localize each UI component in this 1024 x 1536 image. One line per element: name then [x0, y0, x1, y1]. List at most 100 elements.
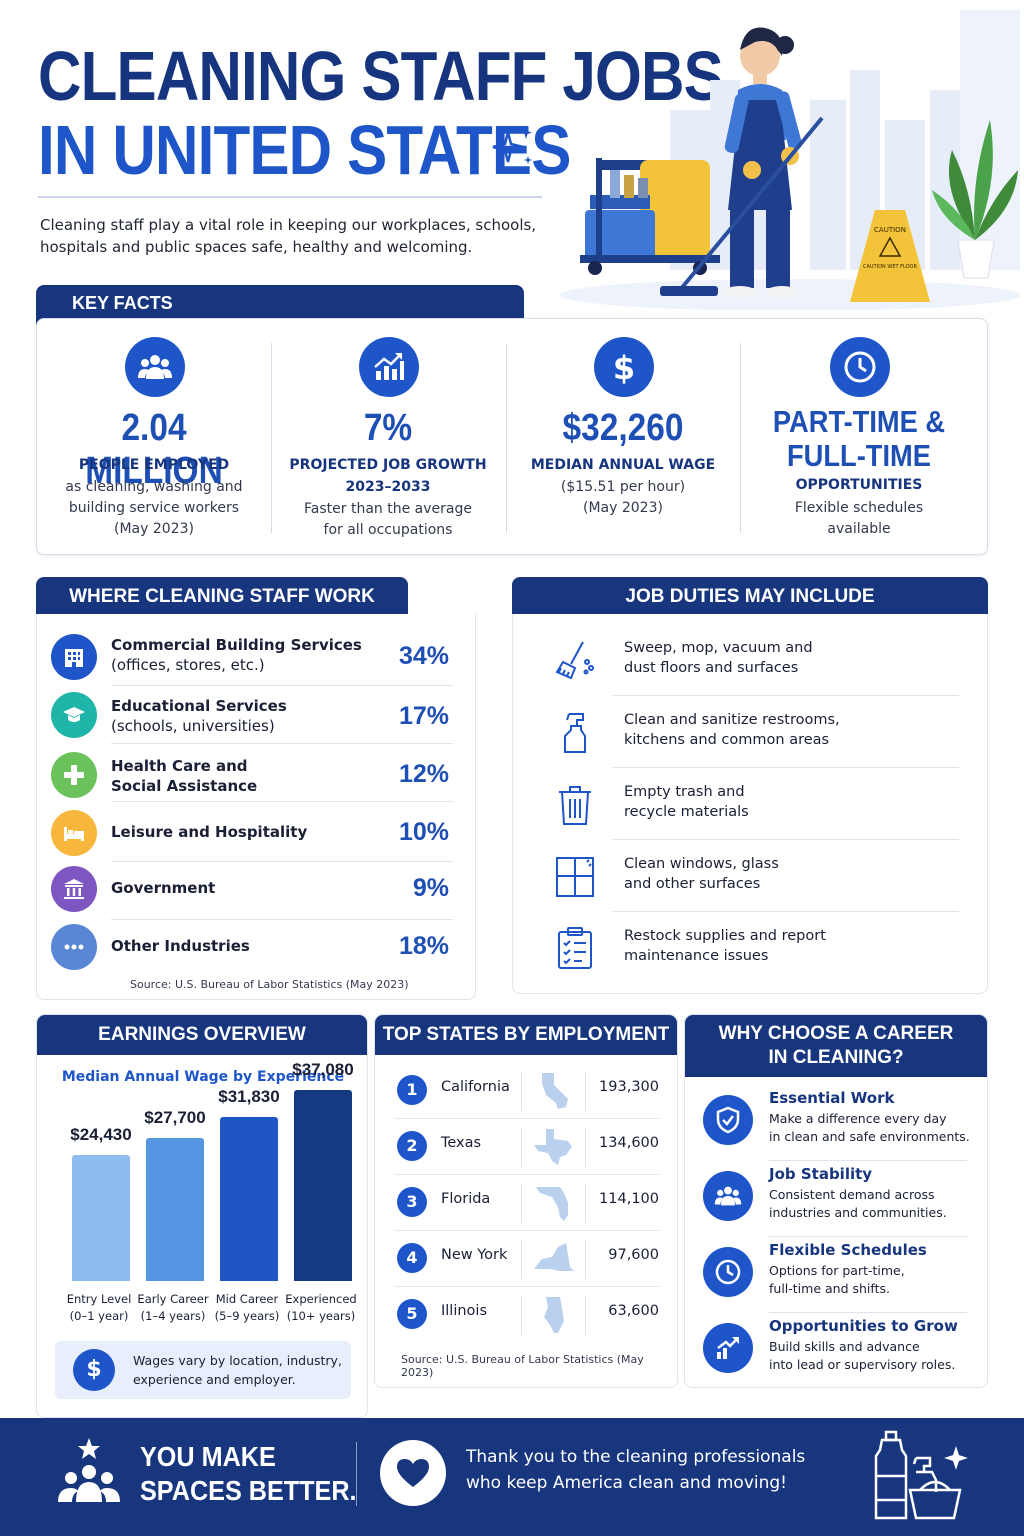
- footer-slogan-line-2: SPACES BETTER.: [140, 1475, 357, 1506]
- state-name: California: [441, 1079, 510, 1095]
- footer-thanks-line-2: who keep America clean and moving!: [466, 1473, 787, 1493]
- why-heading-line-1: WHY CHOOSE A CAREER: [718, 1023, 954, 1044]
- industry-percent: 12%: [398, 760, 449, 788]
- fact-divider: [740, 343, 741, 533]
- duty-item: Empty trash and recycle materials: [513, 768, 989, 840]
- top-states-panel: TOP STATES BY EMPLOYMENT 1 California 19…: [374, 1014, 678, 1388]
- duty-text: Sweep, mop, vacuum and: [624, 640, 813, 656]
- intro-text: Cleaning staff play a vital role in keep…: [40, 216, 537, 256]
- cleaner-illustration: CAUTION CAUTION WET FLOOR: [560, 10, 1020, 310]
- industry-name: Commercial Building Services: [111, 636, 362, 654]
- fact-detail: building service workers: [68, 500, 240, 516]
- why-text: Make a difference every day: [769, 1111, 947, 1126]
- sparkle-icon: [492, 126, 532, 164]
- wage-bar-value: $37,080: [292, 1060, 354, 1079]
- industry-name-cont: Social Assistance: [111, 777, 258, 795]
- fact-median-wage: $ $32,260 MEDIAN ANNUAL WAGE ($15.51 per…: [506, 319, 740, 556]
- state-employment: 193,300: [599, 1079, 659, 1095]
- texas-map-icon: [534, 1129, 572, 1165]
- fact-label: PROJECTED JOB GROWTH: [289, 457, 487, 473]
- fact-label: PEOPLE EMPLOYED: [78, 457, 230, 473]
- illinois-map-icon: [544, 1297, 564, 1333]
- industry-percent: 17%: [398, 702, 449, 730]
- fact-part-full-time: PART-TIME & FULL-TIME OPPORTUNITIES Flex…: [742, 319, 976, 556]
- duty-text: Empty trash and: [624, 784, 745, 800]
- earnings-panel: EARNINGS OVERVIEW Median Annual Wage by …: [36, 1014, 368, 1418]
- fact-value: 2.04 MILLION: [85, 407, 223, 492]
- state-name: New York: [441, 1247, 508, 1263]
- fact-value: PART-TIME &: [772, 404, 946, 439]
- duty-item: Clean and sanitize restrooms, kitchens an…: [513, 696, 989, 768]
- why-title: Flexible Schedules: [769, 1241, 927, 1259]
- wage-bar: [294, 1090, 352, 1281]
- bed-icon: [51, 810, 97, 856]
- footer-banner: YOU MAKE SPACES BETTER. Thank you to the…: [0, 1418, 1024, 1536]
- fact-detail: Faster than the average: [304, 501, 472, 517]
- footer-thanks-line-1: Thank you to the cleaning professionals: [466, 1447, 806, 1467]
- state-employment: 63,600: [608, 1303, 659, 1319]
- duty-text: kitchens and common areas: [624, 732, 830, 748]
- state-row: 2 Texas 134,600: [375, 1119, 679, 1175]
- wage-bar: [220, 1117, 278, 1281]
- why-title: Job Stability: [769, 1165, 873, 1183]
- industry-percent: 18%: [398, 932, 449, 960]
- fact-value: $32,260: [562, 407, 684, 449]
- fact-divider: [506, 343, 507, 533]
- why-item: Essential Work Make a difference every d…: [685, 1085, 989, 1161]
- duty-text: dust floors and surfaces: [624, 660, 799, 676]
- fact-detail: (May 2023): [583, 500, 663, 516]
- state-rank: 2: [397, 1131, 427, 1161]
- fact-detail: as cleaning, washing and: [65, 479, 243, 495]
- why-heading-line-2: IN CLEANING?: [768, 1047, 904, 1068]
- state-employment: 97,600: [608, 1247, 659, 1263]
- industry-row: Educational Services (schools, universiti…: [37, 686, 477, 744]
- duties-heading: JOB DUTIES MAY INCLUDE: [512, 577, 988, 617]
- svg-text:$: $: [613, 349, 635, 385]
- state-name: Illinois: [441, 1303, 488, 1319]
- duty-text: recycle materials: [624, 804, 749, 820]
- wage-bar-category: Entry Level (0–1 year): [66, 1292, 132, 1323]
- duty-item: Clean windows, glass and other surfaces: [513, 840, 989, 912]
- fact-detail: Flexible schedules: [794, 500, 924, 516]
- wage-bar: [146, 1138, 204, 1281]
- clipboard-icon: [558, 927, 592, 969]
- team-star-icon: [58, 1438, 120, 1502]
- why-item: Job Stability Consistent demand across in…: [685, 1161, 989, 1237]
- industry-name: Leisure and Hospitality: [111, 823, 308, 841]
- industry-row: Commercial Building Services (offices, st…: [37, 628, 477, 686]
- why-item: Flexible Schedules Options for part-time…: [685, 1237, 989, 1313]
- where-work-panel: Commercial Building Services (offices, st…: [36, 614, 476, 1000]
- industry-row: Government 9%: [37, 862, 477, 920]
- fact-detail: (May 2023): [114, 521, 194, 537]
- trash-can-icon: [559, 786, 591, 825]
- dollar-icon: $: [73, 1349, 115, 1391]
- fact-detail: for all occupations: [323, 522, 453, 538]
- cleaning-cart: [580, 158, 720, 275]
- duty-text: maintenance issues: [624, 948, 769, 964]
- wage-note: $ Wages vary by location, industry, expe…: [55, 1341, 351, 1399]
- wage-bar-value: $27,700: [144, 1108, 206, 1127]
- duty-text: and other surfaces: [624, 876, 761, 892]
- wage-note-text: Wages vary by location, industry, experi…: [133, 1353, 342, 1387]
- wage-bar-value: $31,830: [218, 1087, 280, 1106]
- people-icon: [125, 337, 185, 397]
- fact-divider: [271, 343, 272, 533]
- state-row: 1 California 193,300: [375, 1063, 679, 1119]
- why-text: Build skills and advance: [769, 1339, 920, 1354]
- title-divider: [38, 196, 542, 198]
- duties-panel: Sweep, mop, vacuum and dust floors and su…: [512, 614, 988, 994]
- clock-icon: [830, 337, 890, 397]
- florida-map-icon: [536, 1187, 568, 1221]
- duty-text: Clean windows, glass: [624, 856, 779, 872]
- graduation-cap-icon: [51, 692, 97, 738]
- duty-text: Restock supplies and report: [624, 928, 826, 944]
- footer-divider: [356, 1442, 357, 1506]
- fact-job-growth: 7% PROJECTED JOB GROWTH 2023–2033 Faster…: [271, 319, 505, 556]
- why-text: industries and communities.: [769, 1205, 947, 1220]
- heart-icon: [380, 1440, 446, 1506]
- state-name: Texas: [441, 1135, 482, 1151]
- fact-value: 7%: [363, 407, 413, 449]
- government-building-icon: [51, 866, 97, 912]
- duty-text: Clean and sanitize restrooms,: [624, 712, 840, 728]
- industry-percent: 34%: [398, 642, 449, 670]
